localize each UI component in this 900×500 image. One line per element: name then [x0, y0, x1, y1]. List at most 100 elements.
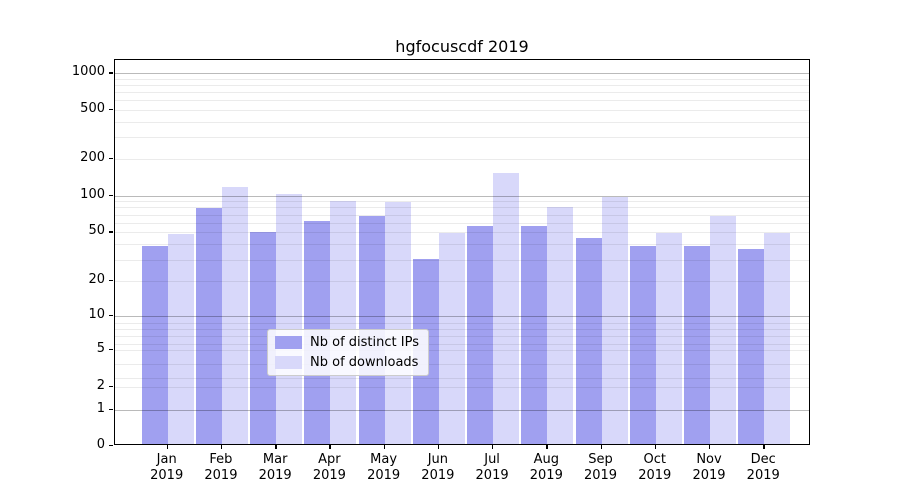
bar-feb-downloads [221, 187, 248, 444]
gridline [115, 73, 809, 75]
gridline [115, 410, 809, 411]
gridline [115, 259, 809, 261]
x-tick-label-jun: Jun 2019 [421, 452, 455, 483]
x-tick [383, 445, 385, 449]
y-tick [109, 445, 113, 447]
bar-jul-distinct-ips [467, 226, 494, 444]
x-tick-label-jul: Jul 2019 [475, 452, 509, 483]
gridline [115, 92, 809, 94]
legend-item-downloads: Nb of downloads [275, 355, 419, 370]
gridline [115, 387, 809, 388]
x-tick [709, 445, 711, 449]
bar-feb-distinct-ips [195, 208, 222, 444]
gridline [115, 350, 809, 351]
y-tick-label-1: 1 [96, 401, 105, 416]
y-tick-label-20: 20 [88, 272, 105, 288]
x-tick-label-oct: Oct 2019 [638, 452, 672, 483]
gridline [115, 158, 809, 160]
plot-area [114, 59, 810, 445]
bar-oct-distinct-ips [629, 246, 656, 444]
x-tick [546, 445, 548, 449]
gridline [115, 336, 809, 338]
y-tick-label-0: 0 [96, 437, 105, 452]
gridline [115, 377, 809, 379]
bar-nov-distinct-ips [684, 246, 710, 444]
gridline [115, 110, 809, 112]
y-tick-label-2: 2 [96, 378, 105, 393]
gridline [115, 364, 809, 366]
gridline [115, 121, 809, 123]
y-tick-label-50: 50 [88, 223, 105, 239]
chart-title: hgfocuscdf 2019 [395, 37, 529, 56]
gridline [115, 214, 809, 216]
bar-jun-downloads [438, 232, 465, 444]
bar-mar-downloads [276, 193, 303, 444]
x-tick-label-may: May 2019 [367, 452, 401, 483]
legend-swatch-icon [275, 336, 303, 349]
gridline [115, 85, 809, 87]
bar-dec-downloads [764, 232, 791, 444]
x-tick [654, 445, 657, 449]
bar-nov-downloads [710, 215, 736, 444]
x-tick [220, 445, 223, 449]
gridline [115, 195, 809, 197]
bar-sep-downloads [601, 197, 628, 444]
gridline [115, 281, 809, 283]
legend-swatch-icon [275, 356, 303, 369]
gridline [115, 137, 809, 139]
gridline [115, 316, 809, 317]
y-tick [109, 386, 113, 388]
gridline [115, 100, 809, 102]
bar-may-downloads [384, 202, 411, 444]
y-tick [109, 280, 113, 282]
x-tick-label-apr: Apr 2019 [312, 452, 346, 483]
bar-sep-distinct-ips [575, 238, 602, 444]
x-tick-label-jan: Jan 2019 [150, 452, 184, 483]
legend-label: Nb of downloads [310, 355, 419, 370]
x-tick-label-feb: Feb 2019 [204, 452, 238, 483]
x-tick [275, 445, 277, 449]
gridline [115, 222, 809, 224]
y-tick-label-100: 100 [80, 186, 105, 202]
gridline [115, 329, 809, 331]
legend: Nb of distinct IPs Nb of downloads [267, 329, 429, 376]
y-tick [109, 315, 113, 317]
x-tick-label-aug: Aug 2019 [529, 452, 563, 483]
gridline [115, 343, 809, 345]
gridline [115, 78, 809, 80]
x-tick-label-dec: Dec 2019 [746, 452, 780, 483]
x-tick-label-sep: Sep 2019 [583, 452, 618, 483]
y-tick [109, 349, 113, 351]
legend-item-distinct-ips: Nb of distinct IPs [275, 335, 419, 350]
bar-oct-downloads [655, 232, 682, 444]
x-tick [437, 445, 440, 449]
gridline [115, 207, 809, 209]
bar-apr-downloads [330, 201, 357, 444]
x-tick [763, 445, 765, 449]
x-tick [329, 445, 331, 449]
gridline [115, 323, 809, 325]
y-tick-label-500: 500 [80, 101, 105, 117]
y-tick-label-200: 200 [80, 149, 105, 165]
y-tick [109, 109, 113, 111]
bar-jan-downloads [167, 233, 194, 444]
bar-jul-downloads [493, 173, 520, 444]
x-tick-label-nov: Nov 2019 [692, 452, 726, 483]
bar-aug-downloads [547, 207, 574, 444]
x-tick [492, 445, 494, 449]
x-tick [166, 445, 169, 449]
legend-label: Nb of distinct IPs [310, 335, 419, 350]
y-tick-label-10: 10 [88, 307, 105, 322]
gridline [115, 232, 809, 234]
y-tick [109, 231, 113, 233]
bar-jan-distinct-ips [141, 246, 168, 444]
bar-aug-distinct-ips [521, 226, 548, 444]
x-tick-label-mar: Mar 2019 [258, 452, 292, 483]
gridline [115, 244, 809, 246]
x-tick [600, 445, 602, 449]
y-tick-label-5: 5 [96, 341, 105, 356]
y-tick-label-1000: 1000 [71, 64, 105, 80]
bar-dec-distinct-ips [738, 249, 765, 444]
y-tick [109, 194, 113, 196]
